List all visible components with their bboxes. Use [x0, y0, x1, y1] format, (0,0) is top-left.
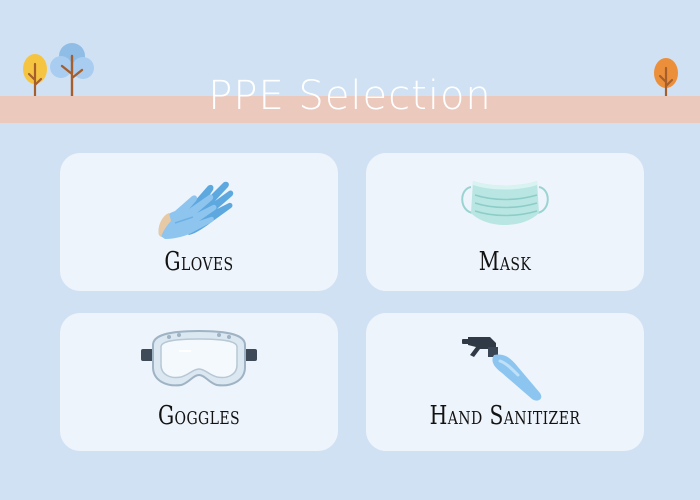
card-label: Hand Sanitizer — [429, 401, 581, 431]
tree-blue-icon — [50, 43, 94, 104]
tree-orange-icon — [654, 58, 678, 106]
card-label: Goggles — [157, 401, 241, 431]
tree-yellow-icon — [23, 54, 47, 104]
card-mask[interactable]: Mask — [366, 153, 644, 291]
card-label: Gloves — [164, 247, 234, 277]
spray-bottle-icon — [462, 337, 542, 401]
gloves-icon — [158, 181, 234, 239]
title-banner — [0, 96, 700, 123]
card-hand-sanitizer[interactable]: Hand Sanitizer — [366, 313, 644, 451]
card-gloves[interactable]: Gloves — [60, 153, 338, 291]
card-goggles[interactable]: Goggles — [60, 313, 338, 451]
goggles-icon — [141, 329, 257, 387]
mask-icon — [461, 181, 549, 225]
card-label: Mask — [478, 247, 532, 277]
page-title: PPE Selection — [208, 73, 492, 119]
